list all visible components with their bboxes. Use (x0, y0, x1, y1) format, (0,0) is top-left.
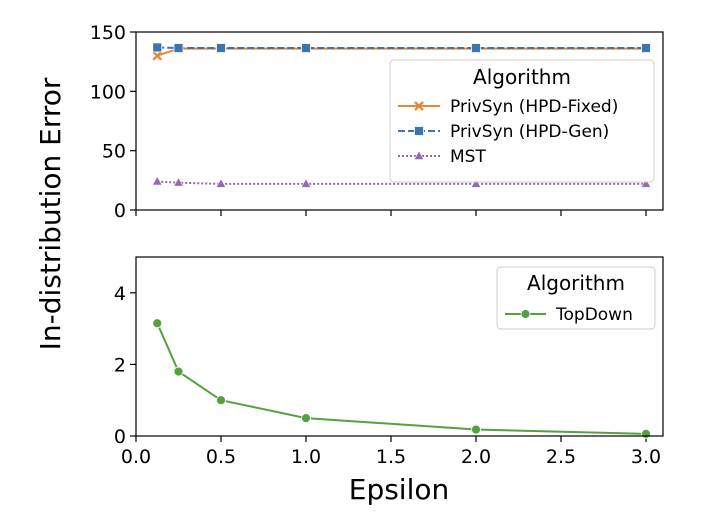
top-panel: 0 50 100 150 Algorithm PrivSyn (HPD-Fixed) Pri… (90, 22, 664, 222)
x-axis-label: Epsilon (349, 473, 450, 506)
legend-title: Algorithm (473, 65, 571, 89)
bottom-panel: 0.0 0.5 1.0 1.5 2.0 2.5 3.0 0 2 4 Algorithm TopDown (114, 256, 664, 468)
top-y-tick-label: 50 (102, 141, 126, 163)
data-point (216, 43, 226, 53)
data-point (301, 413, 311, 424)
data-point (151, 175, 163, 186)
legend-marker (414, 126, 424, 136)
data-point (215, 178, 227, 188)
legend-box (389, 59, 655, 183)
data-point (173, 43, 184, 53)
top-y-tick-label: 100 (90, 81, 126, 103)
y-axis-label: In-distribution Error (34, 77, 67, 350)
series-line (157, 46, 646, 50)
legend-marker (414, 101, 424, 111)
legend-label: MST (450, 147, 486, 167)
legend-label: PrivSyn (HPD-Gen) (450, 122, 609, 142)
series-line (156, 322, 647, 435)
data-point (470, 178, 482, 188)
bottom-axes-frame (135, 256, 664, 437)
legend-label: TopDown (555, 305, 633, 325)
data-point (640, 178, 652, 188)
data-point (301, 43, 311, 53)
x-tick-label: 1.5 (376, 446, 406, 468)
series-privsyn-hpd-gen (152, 42, 651, 53)
legend-label: PrivSyn (HPD-Fixed) (450, 97, 618, 117)
x-tick-label: 1.0 (291, 446, 321, 468)
data-point (152, 318, 163, 329)
data-point (152, 42, 163, 53)
x-tick-label: 2.0 (461, 446, 491, 468)
bottom-y-tick-label: 2 (114, 354, 126, 376)
data-point (641, 428, 651, 439)
data-point (152, 50, 163, 61)
top-axes-frame (135, 31, 664, 211)
data-point (471, 424, 481, 435)
series-line (156, 47, 646, 57)
data-point (173, 366, 184, 377)
bottom-y-tick-label: 4 (114, 283, 126, 305)
series-topdown (152, 318, 651, 439)
series-line (157, 180, 646, 185)
series-mst (151, 175, 652, 188)
x-tick-label: 2.5 (546, 446, 576, 468)
data-point (641, 43, 651, 53)
legend-title: Algorithm (527, 271, 625, 295)
top-y-tick-label: 0 (114, 200, 126, 222)
bottom-y-tick-label: 0 (114, 426, 126, 448)
data-point (471, 43, 481, 53)
top-legend: Algorithm PrivSyn (HPD-Fixed) PrivSyn (HPD… (389, 59, 655, 183)
data-point (173, 177, 184, 187)
x-tick-label: 3.0 (631, 446, 661, 468)
x-tick-label: 0.0 (121, 446, 151, 468)
top-y-tick-label: 150 (90, 22, 126, 44)
bottom-legend: Algorithm TopDown (496, 266, 656, 330)
legend-marker (520, 309, 531, 319)
series-privsyn-hpd-fixed (152, 43, 651, 61)
data-point (216, 395, 226, 406)
data-point (300, 178, 312, 188)
x-tick-label: 0.5 (206, 446, 236, 468)
legend-marker (413, 150, 425, 160)
